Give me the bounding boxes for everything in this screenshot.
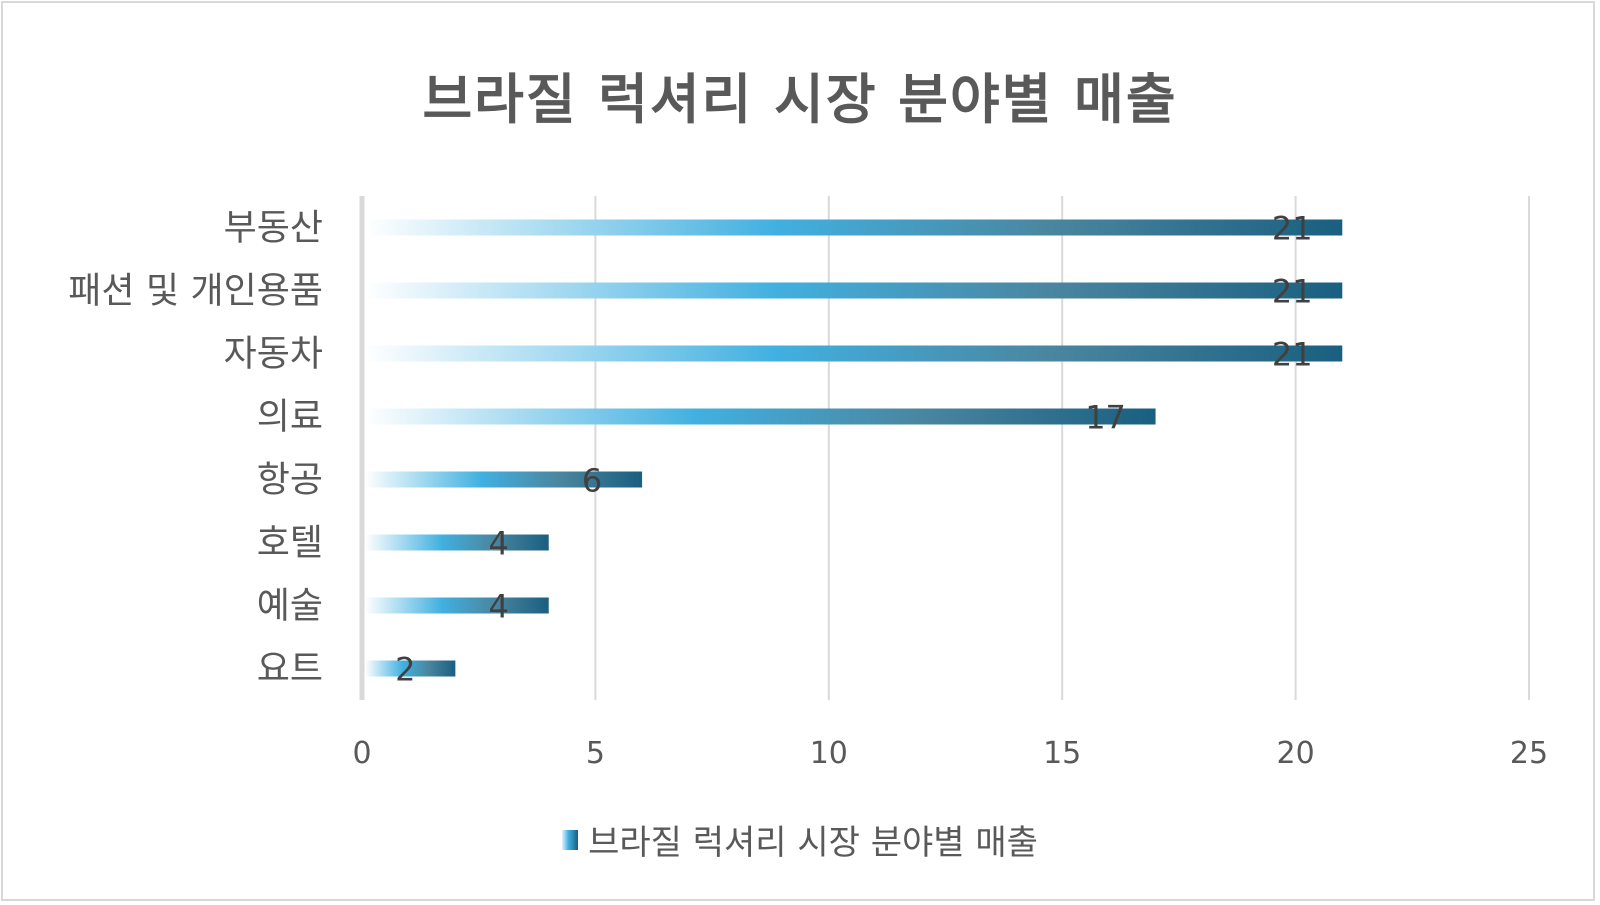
legend-swatch (562, 829, 579, 850)
bar (365, 345, 1343, 362)
x-tick-label: 20 (1277, 736, 1315, 771)
bar (365, 597, 549, 614)
data-label: 21 (1272, 273, 1313, 311)
x-tick-label: 15 (1043, 736, 1081, 771)
bar (365, 471, 643, 488)
x-tick-label: 25 (1510, 736, 1548, 771)
legend-label: 브라질 럭셔리 시장 분야별 매출 (588, 823, 1038, 863)
legend: 브라질 럭셔리 시장 분야별 매출 (0, 815, 1600, 864)
x-tick-label: 0 (352, 736, 371, 771)
category-label: 의료 (257, 397, 323, 438)
data-label: 4 (489, 525, 509, 563)
x-tick-label: 10 (810, 736, 848, 771)
category-label: 패션 및 개인용품 (68, 271, 323, 312)
bar (365, 408, 1156, 425)
bar (365, 534, 549, 551)
category-label: 호텔 (257, 523, 323, 564)
bar (365, 660, 456, 677)
bar (365, 219, 1343, 236)
chart-title: 브라질 럭셔리 시장 분야별 매출 (422, 68, 1178, 131)
category-label: 부동산 (224, 208, 323, 249)
data-label: 21 (1272, 210, 1313, 248)
data-label: 4 (489, 588, 509, 626)
bar (365, 282, 1343, 299)
category-label: 자동차 (224, 334, 323, 375)
data-label: 6 (582, 462, 602, 500)
data-label: 21 (1272, 336, 1313, 374)
category-label: 요트 (257, 649, 323, 690)
data-label: 17 (1085, 399, 1126, 437)
data-label: 2 (395, 651, 415, 689)
x-tick-label: 5 (586, 736, 605, 771)
category-label: 항공 (257, 460, 323, 501)
category-label: 예술 (257, 586, 323, 627)
